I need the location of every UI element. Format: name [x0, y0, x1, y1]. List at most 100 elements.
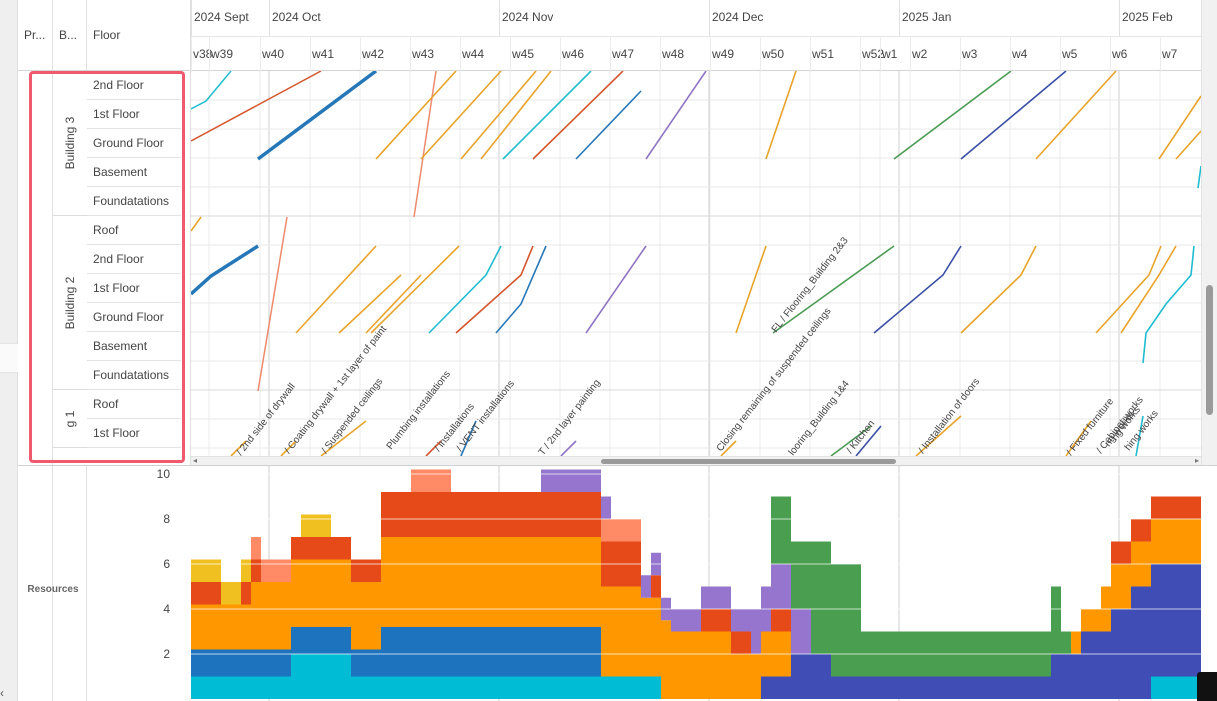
floor-row[interactable]: Ground Floor: [87, 129, 181, 158]
resource-bar-segment: [721, 631, 731, 699]
task-line[interactable]: [855, 425, 882, 456]
overlay-widget[interactable]: [1197, 672, 1217, 701]
task-line[interactable]: [191, 71, 232, 110]
scroll-left-icon[interactable]: ◂: [193, 456, 198, 465]
resource-bar-segment: [191, 676, 201, 699]
task-line[interactable]: [191, 71, 322, 142]
resource-bar-segment: [421, 627, 431, 677]
resource-bar-segment: [641, 597, 651, 677]
column-header-floor[interactable]: Floor: [87, 0, 191, 71]
task-line[interactable]: [455, 245, 534, 334]
resource-bar-segment: [881, 676, 891, 699]
task-line[interactable]: [1095, 245, 1162, 334]
floor-row[interactable]: 1st Floor: [87, 419, 181, 448]
task-line[interactable]: [295, 245, 377, 334]
floor-row[interactable]: 2nd Floor: [87, 245, 181, 274]
task-line[interactable]: [460, 420, 477, 456]
resource-bar-segment: [541, 492, 551, 537]
task-line[interactable]: [1035, 71, 1117, 160]
task-line[interactable]: [645, 71, 707, 160]
resource-bar-segment: [531, 537, 541, 627]
floor-row[interactable]: Ground Floor: [87, 303, 181, 332]
resource-bar-segment: [771, 496, 781, 564]
task-line[interactable]: [230, 440, 247, 456]
gantt-svg[interactable]: / 2nd side of drywall/ Coating drywall +…: [191, 71, 1201, 456]
task-line[interactable]: [413, 71, 437, 218]
task-line[interactable]: [960, 71, 1067, 160]
task-line[interactable]: [1135, 415, 1144, 456]
floor-row[interactable]: Roof: [87, 390, 181, 419]
task-line[interactable]: [502, 71, 592, 160]
task-line[interactable]: [257, 216, 288, 392]
resource-bar-segment: [411, 537, 421, 627]
vertical-scrollbar[interactable]: [1201, 0, 1217, 465]
task-line[interactable]: [495, 245, 547, 334]
task-line[interactable]: [1142, 245, 1195, 364]
task-line[interactable]: [893, 71, 1012, 160]
task-line[interactable]: [365, 274, 422, 334]
resource-bar-segment: [261, 582, 271, 650]
task-line[interactable]: [191, 216, 202, 232]
vertical-scroll-thumb[interactable]: [1206, 285, 1213, 415]
side-panel-handle[interactable]: [0, 343, 18, 373]
task-line[interactable]: [1197, 165, 1201, 189]
task-line[interactable]: [532, 71, 624, 160]
column-header-project[interactable]: Pr...: [18, 0, 53, 71]
task-line[interactable]: [765, 71, 797, 160]
resource-bar-segment: [591, 676, 601, 699]
chevron-left-icon[interactable]: ‹: [0, 686, 4, 700]
task-line[interactable]: [460, 71, 537, 160]
task-line[interactable]: [772, 245, 895, 334]
resource-bar-segment: [541, 676, 551, 699]
gantt-chart[interactable]: / 2nd side of drywall / Coating drywall +…: [191, 71, 1201, 456]
floor-row[interactable]: 2nd Floor: [87, 71, 181, 100]
building-group[interactable]: g 1: [53, 390, 87, 448]
task-line[interactable]: [720, 440, 737, 456]
task-line[interactable]: [320, 420, 367, 456]
task-line[interactable]: [370, 245, 460, 334]
task-line[interactable]: [338, 274, 402, 334]
building-group[interactable]: Building 3: [53, 71, 87, 216]
floor-row[interactable]: 1st Floor: [87, 100, 181, 129]
scroll-right-icon[interactable]: ▸: [1194, 456, 1199, 465]
task-line[interactable]: [425, 440, 442, 456]
floor-row[interactable]: Basement: [87, 332, 181, 361]
floor-row[interactable]: 1st Floor: [87, 274, 181, 303]
task-line[interactable]: [585, 245, 647, 334]
column-header-building[interactable]: B...: [53, 0, 87, 71]
task-line[interactable]: [1065, 420, 1092, 456]
panel-divider[interactable]: [18, 465, 1217, 466]
horizontal-scrollbar[interactable]: ◂ ▸: [191, 456, 1201, 465]
task-line[interactable]: [735, 245, 767, 334]
floor-row[interactable]: Foundatations: [87, 361, 181, 390]
task-line[interactable]: [575, 90, 642, 160]
task-line[interactable]: [256, 71, 378, 161]
resource-bar-segment: [201, 604, 211, 650]
task-line[interactable]: [480, 71, 552, 160]
task-line[interactable]: [191, 244, 259, 296]
horizontal-scroll-thumb[interactable]: [601, 459, 896, 464]
task-line[interactable]: [830, 425, 872, 456]
resource-bar-segment: [441, 492, 451, 537]
resource-histogram[interactable]: [191, 466, 1201, 701]
task-line[interactable]: [1120, 245, 1177, 334]
resource-bar-segment: [561, 627, 571, 677]
task-line[interactable]: [428, 245, 502, 334]
task-line[interactable]: [1158, 95, 1201, 160]
task-line[interactable]: [280, 440, 297, 456]
building-group[interactable]: Building 2: [53, 216, 87, 390]
resource-bar-segment: [451, 537, 461, 627]
floor-row[interactable]: Foundatations: [87, 187, 181, 216]
task-line[interactable]: [1175, 130, 1201, 160]
task-line[interactable]: [915, 415, 962, 456]
task-line[interactable]: [420, 71, 502, 160]
resource-bar-segment: [741, 609, 751, 632]
floor-row[interactable]: Roof: [87, 216, 181, 245]
resource-bar-segment: [731, 654, 741, 699]
task-line[interactable]: [560, 440, 577, 456]
task-line[interactable]: [873, 245, 962, 334]
task-line[interactable]: [960, 245, 1037, 334]
floor-row[interactable]: Basement: [87, 158, 181, 187]
resource-bar-segment: [611, 519, 621, 542]
task-line[interactable]: [375, 71, 457, 160]
